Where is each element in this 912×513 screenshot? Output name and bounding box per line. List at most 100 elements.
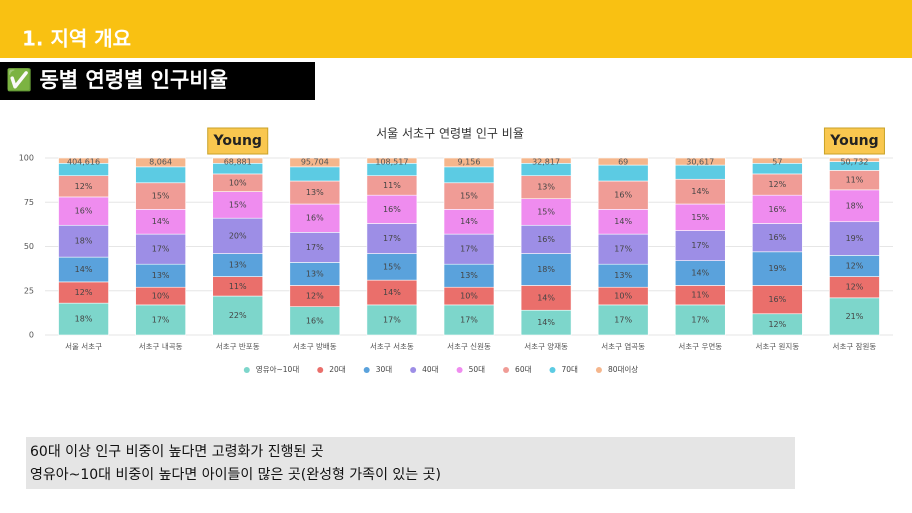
value-label: 17%: [306, 243, 324, 252]
bar-segment: [829, 297, 880, 336]
bar-segment: [597, 157, 649, 166]
bar-segment: [597, 233, 649, 265]
value-label: 18%: [846, 201, 864, 210]
value-label: 14%: [537, 318, 555, 327]
value-label: 14%: [691, 269, 709, 278]
value-label: 12%: [846, 283, 864, 292]
legend-label: 30대: [376, 365, 393, 374]
legend-marker: [410, 367, 417, 373]
value-label: 14%: [537, 293, 555, 302]
value-label: 18%: [75, 315, 93, 324]
x-tick-label: 서초구 잠원동: [833, 341, 877, 351]
legend-label: 60대: [515, 365, 532, 374]
value-label: 11%: [691, 291, 709, 300]
value-label: 13%: [306, 188, 324, 197]
legend-marker: [503, 367, 510, 373]
total-label: 9,156: [458, 158, 481, 167]
value-label: 10%: [152, 292, 170, 301]
value-label: 17%: [691, 315, 709, 324]
annotation: Young: [829, 133, 878, 149]
total-label: 68,881: [224, 158, 252, 167]
value-label: 14%: [75, 265, 93, 274]
total-label: 95,704: [301, 158, 329, 167]
bar-segment: [520, 198, 572, 226]
bar-segment: [58, 256, 109, 283]
value-label: 16%: [306, 214, 324, 223]
bar-segment: [135, 304, 186, 336]
bar-segment: [597, 304, 649, 336]
bar-segment: [289, 157, 341, 168]
value-label: 13%: [614, 271, 632, 280]
bar-segment: [597, 164, 649, 182]
bar-segment: [289, 232, 341, 263]
value-label: 15%: [383, 262, 401, 271]
value-label: 10%: [614, 292, 632, 301]
value-label: 17%: [691, 241, 709, 250]
bar-segment: [212, 295, 264, 336]
annotation-box: [207, 127, 269, 155]
bar-segment: [135, 182, 186, 210]
value-label: 17%: [614, 315, 632, 324]
bar-segment: [520, 157, 572, 164]
legend-label: 70대: [562, 365, 579, 374]
value-label: 15%: [537, 207, 555, 216]
y-tick-label: 0: [29, 331, 34, 340]
total-label: 8,064: [149, 158, 172, 167]
legend-marker: [549, 367, 556, 373]
value-label: 12%: [75, 182, 93, 191]
legend-label: 50대: [469, 365, 486, 374]
value-label: 12%: [768, 320, 786, 329]
legend-label: 20대: [329, 365, 346, 374]
legend-marker: [595, 367, 602, 373]
legend-marker: [317, 367, 324, 373]
y-tick-label: 75: [24, 198, 34, 207]
value-label: 18%: [537, 265, 555, 274]
value-label: 15%: [152, 192, 170, 201]
header-title: 1. 지역 개요: [22, 27, 131, 51]
value-label: 10%: [229, 178, 247, 187]
value-label: 17%: [152, 245, 170, 254]
bar-segment: [520, 253, 572, 286]
value-label: 14%: [383, 288, 401, 297]
note: 60대 이상 인구 비중이 높다면 고령화가 진행된 곳: [30, 444, 324, 460]
bar-segment: [212, 157, 264, 164]
x-tick-label: 서초구 서초동: [370, 342, 414, 351]
bar-segment: [366, 304, 418, 336]
value-label: 13%: [152, 271, 170, 280]
x-tick-label: 서초구 원지동: [755, 342, 799, 351]
bar-segment: [212, 217, 264, 254]
bar-segment: [289, 306, 341, 336]
bar-segment: [674, 203, 726, 231]
value-label: 17%: [460, 315, 478, 324]
bar-segment: [674, 164, 726, 180]
bar-segment: [597, 180, 649, 210]
bar-segment: [829, 189, 880, 223]
value-label: 16%: [768, 233, 786, 242]
value-label: 17%: [614, 245, 632, 254]
value-label: 12%: [846, 261, 864, 270]
value-label: 17%: [152, 315, 170, 324]
value-label: 14%: [152, 217, 170, 226]
value-label: 21%: [846, 312, 864, 321]
value-label: 16%: [768, 205, 786, 214]
bar-segment: [674, 260, 726, 286]
bar-segment: [135, 157, 186, 168]
total-label: 57: [772, 158, 782, 167]
y-tick-label: 50: [24, 242, 34, 251]
x-tick-label: 서초구 내곡동: [139, 342, 183, 351]
bar-segment: [289, 203, 341, 233]
value-label: 17%: [383, 315, 401, 324]
value-label: 13%: [460, 271, 478, 280]
x-tick-label: 서초구 반포동: [216, 342, 260, 351]
value-label: 12%: [306, 292, 324, 301]
notes-box: [26, 437, 795, 489]
x-tick-label: 서초구 신원동: [447, 342, 491, 351]
x-tick-label: 서초구 양재동: [524, 342, 568, 351]
value-label: 14%: [614, 217, 632, 226]
bar-segment: [674, 230, 726, 261]
total-label: 404,616: [67, 158, 100, 167]
value-label: 14%: [460, 217, 478, 226]
value-label: 15%: [460, 192, 478, 201]
bar-segment: [58, 196, 109, 226]
bar-segment: [752, 157, 803, 164]
